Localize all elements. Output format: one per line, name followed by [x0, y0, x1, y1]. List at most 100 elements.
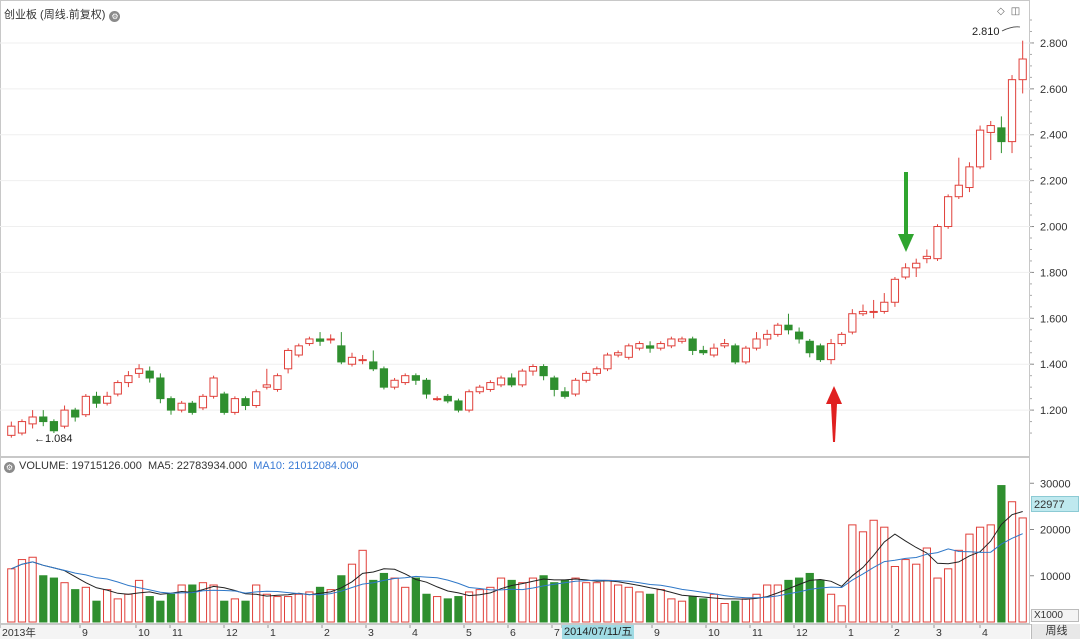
diamond-icon[interactable]: ◇	[997, 6, 1005, 17]
volume-tick-label: 10000	[1040, 571, 1071, 583]
volume-bar	[433, 596, 442, 623]
candle-body	[92, 395, 101, 404]
arrow-shaft	[904, 172, 908, 236]
volume-bar	[39, 575, 48, 623]
volume-bar	[688, 596, 697, 623]
volume-bar	[71, 589, 80, 623]
candle-body	[188, 402, 197, 413]
candle-body	[731, 345, 740, 363]
time-tick-label: 4	[982, 627, 988, 639]
volume-bar	[145, 596, 154, 623]
candle-body	[241, 398, 250, 407]
candlestick-series[interactable]	[7, 40, 1027, 438]
candle-body	[784, 324, 793, 331]
price-tick-label: 1.200	[1040, 405, 1068, 417]
candle-body	[252, 391, 261, 407]
price-tick-label: 1.400	[1040, 359, 1068, 371]
volume-bar	[975, 526, 985, 623]
candle-body	[315, 338, 325, 342]
volume-bar	[699, 598, 708, 623]
candle-body	[986, 125, 995, 133]
candle-body	[177, 402, 186, 411]
volume-bar	[475, 589, 484, 623]
volume-bar	[273, 596, 282, 623]
candle-body	[816, 345, 825, 361]
candle-body	[858, 310, 868, 315]
candle-body	[166, 398, 176, 411]
volume-bar	[464, 591, 474, 623]
gear-icon[interactable]: ⚙	[109, 11, 121, 22]
candle-body	[28, 416, 37, 425]
candle-body	[422, 379, 431, 395]
candle-body	[848, 313, 857, 333]
candle-body	[496, 377, 506, 386]
candle-body	[369, 361, 378, 370]
grid-lines	[0, 42, 1030, 411]
candle-body	[752, 338, 761, 349]
candle-body	[326, 338, 335, 341]
volume-bar	[347, 563, 357, 623]
candle-body	[198, 395, 208, 409]
time-tick-label: 1	[848, 627, 854, 639]
volume-bar	[81, 586, 90, 623]
candle-body	[1018, 58, 1027, 81]
volume-bar	[773, 584, 782, 623]
volume-bar	[92, 600, 101, 623]
volume-bar	[731, 600, 740, 623]
candle-body	[592, 368, 601, 374]
moving-average-lines	[11, 511, 1023, 600]
candle-body	[283, 349, 293, 370]
volume-bar	[124, 593, 133, 623]
candle-body	[305, 338, 314, 345]
volume-axis: 10000 20000 30000	[1030, 478, 1071, 583]
volume-bar	[816, 579, 825, 623]
volume-bar	[134, 579, 144, 623]
volume-bar	[667, 598, 676, 623]
volume-bar	[592, 582, 601, 623]
volume-bar	[507, 579, 516, 623]
period-button[interactable]: 周线	[1031, 624, 1080, 639]
candle-body	[113, 382, 122, 395]
volume-bar	[177, 584, 186, 623]
candle-body	[933, 226, 942, 260]
volume-bar	[741, 598, 751, 623]
volume-bar	[944, 568, 953, 623]
candle-body	[273, 375, 282, 390]
price-tick-label: 2.600	[1040, 84, 1068, 96]
candle-body	[507, 377, 516, 386]
candle-body	[486, 382, 495, 390]
candle-body	[49, 421, 59, 432]
annotations: 2.810 ←1.084	[34, 26, 1021, 445]
candle-body	[741, 347, 751, 363]
volume-bar	[677, 600, 687, 623]
candle-body	[475, 386, 484, 393]
volume-bar	[826, 593, 836, 623]
gear-icon[interactable]: ⚙	[4, 462, 15, 473]
candle-body	[582, 372, 591, 381]
chart-title-text: 创业板 (周线.前复权)	[4, 9, 106, 21]
candle-body	[134, 368, 144, 374]
volume-bar	[411, 577, 420, 623]
candle-body	[805, 340, 814, 354]
candle-body	[699, 349, 708, 354]
candle-body	[975, 129, 985, 168]
panel-toggle-icon[interactable]: ◫	[1010, 6, 1021, 17]
price-tick-label: 2.200	[1040, 176, 1068, 188]
volume-series[interactable]	[7, 485, 1027, 623]
chart-title: 创业板 (周线.前复权) ⚙	[4, 6, 121, 22]
candle-body	[337, 345, 346, 363]
volume-unit: X1000	[1031, 609, 1079, 622]
volume-bar	[901, 559, 910, 623]
time-tick-label: 1	[270, 627, 276, 639]
volume-bar	[17, 559, 27, 623]
candle-body	[60, 409, 69, 427]
candle-body	[156, 377, 165, 400]
down-arrow-icon	[898, 172, 914, 252]
candle-body	[571, 379, 580, 395]
time-tick-label: 9	[82, 627, 88, 639]
volume-bar	[837, 605, 846, 623]
candle-body	[539, 366, 548, 377]
high-price-pointer	[1001, 26, 1021, 32]
volume-bar	[390, 577, 399, 623]
